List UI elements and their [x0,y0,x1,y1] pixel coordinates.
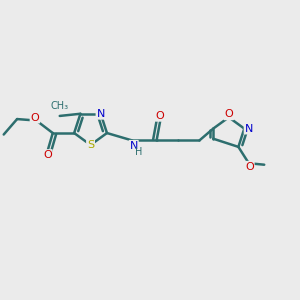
Text: O: O [43,150,52,160]
Text: S: S [87,140,94,150]
Text: CH₃: CH₃ [51,100,69,111]
Text: O: O [31,112,39,123]
Text: N: N [97,109,105,119]
Text: N: N [130,141,138,151]
Text: O: O [224,109,233,119]
Text: N: N [244,124,253,134]
Text: H: H [135,147,142,157]
Text: O: O [156,111,164,121]
Text: O: O [245,162,254,172]
